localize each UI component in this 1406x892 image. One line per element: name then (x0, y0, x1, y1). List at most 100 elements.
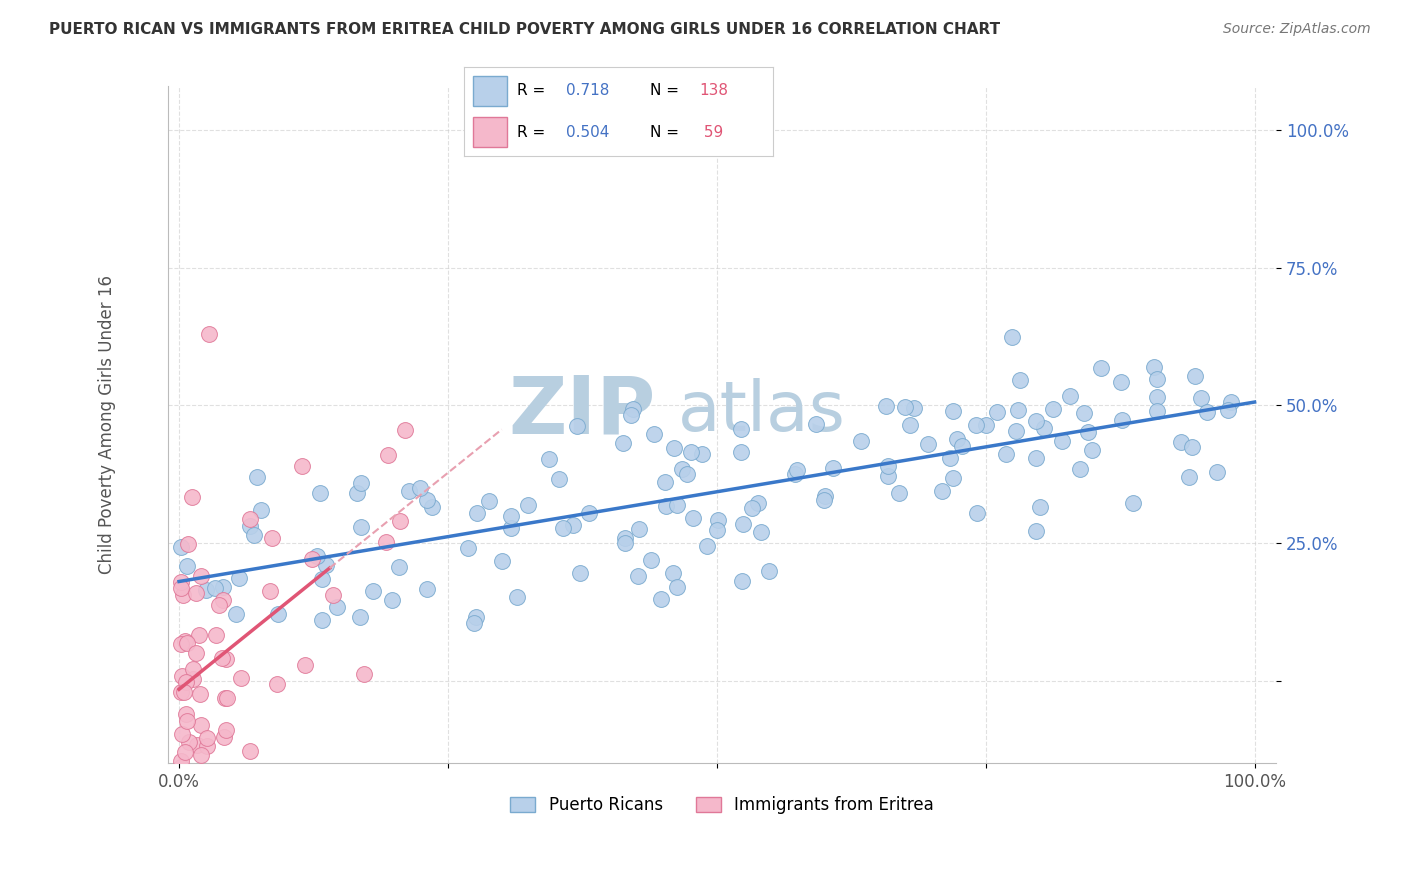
Point (388, 559, 411, 574)
Point (1178, 470, 1201, 484)
Point (1122, 496, 1144, 510)
Point (326, 600, 349, 615)
Point (783, 467, 806, 482)
Point (1080, 443, 1102, 458)
Point (305, 549, 328, 564)
Point (1219, 395, 1241, 409)
Point (627, 568, 650, 582)
Text: Child Poverty Among Girls Under 16: Child Poverty Among Girls Under 16 (98, 276, 117, 574)
Point (741, 501, 763, 516)
Text: R =: R = (516, 125, 550, 139)
Point (806, 417, 828, 431)
Point (506, 591, 529, 605)
FancyBboxPatch shape (474, 117, 508, 147)
Point (903, 401, 925, 416)
Point (682, 510, 704, 524)
Text: 59: 59 (699, 125, 723, 139)
Point (1206, 465, 1229, 479)
Point (463, 615, 485, 630)
Point (898, 417, 921, 432)
Point (215, 652, 238, 666)
Point (389, 514, 412, 528)
Point (1052, 434, 1074, 448)
Point (501, 521, 523, 535)
Point (170, 636, 193, 650)
Point (176, 636, 198, 650)
Point (205, 628, 228, 642)
Point (1069, 462, 1091, 476)
Point (242, 528, 264, 542)
Text: atlas: atlas (678, 377, 846, 445)
Text: 138: 138 (699, 84, 728, 98)
Point (931, 484, 953, 499)
Legend: Puerto Ricans, Immigrants from Eritrea: Puerto Ricans, Immigrants from Eritrea (502, 788, 942, 822)
Point (267, 607, 290, 621)
Point (170, 806, 193, 821)
Point (457, 541, 479, 556)
Point (349, 609, 371, 624)
Point (621, 402, 644, 417)
Point (731, 517, 754, 532)
Point (181, 662, 204, 676)
Point (917, 436, 939, 450)
Point (628, 522, 651, 536)
Point (361, 583, 384, 598)
Text: PUERTO RICAN VS IMMIGRANTS FROM ERITREA CHILD POVERTY AMONG GIRLS UNDER 16 CORRE: PUERTO RICAN VS IMMIGRANTS FROM ERITREA … (49, 22, 1000, 37)
Point (377, 448, 399, 462)
Point (416, 582, 439, 597)
Text: Source: ZipAtlas.com: Source: ZipAtlas.com (1223, 22, 1371, 37)
Point (1111, 413, 1133, 427)
Point (1090, 360, 1112, 375)
Point (350, 520, 373, 534)
Point (690, 447, 713, 461)
Point (294, 658, 316, 673)
Point (1170, 435, 1192, 450)
Point (950, 439, 973, 453)
Point (1195, 405, 1218, 419)
Point (1025, 524, 1047, 538)
Point (315, 558, 337, 573)
Point (942, 471, 965, 485)
Point (786, 463, 808, 477)
Point (174, 675, 197, 690)
Point (211, 650, 233, 665)
Point (190, 569, 212, 583)
Point (1143, 360, 1166, 375)
Point (465, 610, 488, 624)
Point (758, 564, 780, 578)
Point (747, 495, 769, 509)
Point (170, 754, 193, 768)
Point (170, 669, 193, 683)
Point (666, 580, 689, 594)
Point (266, 677, 288, 691)
Point (353, 667, 375, 681)
Point (380, 593, 402, 607)
Point (172, 588, 194, 602)
Point (491, 554, 513, 568)
Point (250, 503, 273, 517)
Point (877, 459, 900, 474)
Point (186, 804, 208, 818)
Point (567, 418, 589, 433)
Point (730, 421, 752, 435)
Point (239, 519, 262, 533)
Point (170, 727, 193, 741)
Point (229, 671, 252, 685)
Point (198, 326, 221, 341)
Point (188, 823, 211, 838)
Point (706, 523, 728, 537)
Point (174, 633, 197, 648)
Point (662, 566, 685, 580)
Point (181, 672, 204, 686)
Point (1010, 373, 1032, 387)
Point (346, 486, 368, 500)
Point (994, 447, 1017, 461)
Point (212, 731, 235, 745)
Point (1146, 391, 1168, 405)
Point (730, 445, 752, 459)
Point (707, 513, 730, 527)
Point (174, 707, 197, 722)
Point (814, 489, 837, 503)
Point (894, 400, 917, 414)
Point (170, 581, 193, 595)
